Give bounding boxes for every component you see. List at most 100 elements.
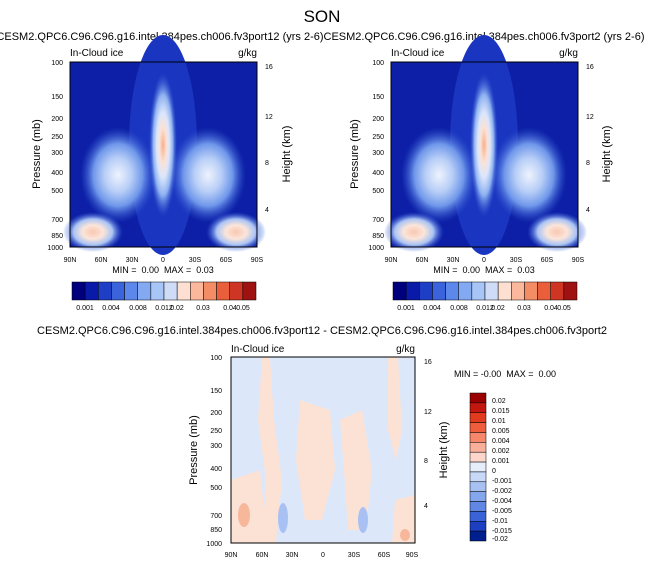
colorbar-swatch [469,392,487,404]
panel-1-units: g/kg [238,48,257,59]
panel-2: CESM2.QPC6.C96.C96.g16.intel.384pes.ch00… [324,31,645,312]
colorbar-swatch [137,281,152,301]
colorbar-label: 0.001 [397,305,415,312]
colorbar-label: -0.005 [492,508,512,515]
colorbar-label: 0.03 [196,305,210,312]
panel-2-ylabel: Pressure (mb) [349,119,361,189]
colorbar-label: 0.002 [492,448,510,455]
x-tick-label: 90S [406,552,419,559]
y2-tick-label: 8 [424,458,428,465]
y-tick-label: 500 [210,485,222,492]
colorbar-label: 0.001 [492,458,510,465]
panel-2-units: g/kg [559,48,578,59]
x-tick-label: 30S [510,257,523,264]
y2-tick-label: 12 [424,409,432,416]
colorbar-swatch [203,281,217,301]
panel-2-plot [384,35,587,255]
panel-3-y2-ticks: 16 12 8 4 [424,359,432,510]
x-tick-label: 60N [95,257,108,264]
colorbar-label: 0.05 [236,305,250,312]
colorbar-swatch [98,281,112,301]
panel-2-y2-ticks: 16 12 8 4 [586,64,594,214]
colorbar-label: -0.01 [492,518,508,525]
y-tick-label: 400 [51,170,63,177]
y2-tick-label: 8 [265,160,269,167]
colorbar-swatch [469,491,487,502]
colorbar-swatch [469,521,487,532]
colorbar-swatch [469,412,487,423]
panel-3-colorbar: 0.02 0.015 0.01 0.005 0.004 0.002 0.001 … [469,392,512,543]
x-tick-label: 60S [378,552,391,559]
colorbar-swatch [469,511,487,522]
x-tick-label: 60S [220,257,233,264]
y-tick-label: 300 [372,150,384,157]
colorbar-label: 0.02 [491,305,505,312]
colorbar-swatch [469,422,487,433]
colorbar-swatch [469,481,487,492]
y-tick-label: 850 [210,527,222,534]
y2-tick-label: 16 [586,64,594,71]
y-tick-label: 700 [51,217,63,224]
y2-tick-label: 4 [424,503,428,510]
colorbar-label: 0.008 [129,305,147,312]
colorbar-swatch [524,281,538,301]
panel-2-left-label: In-Cloud ice [391,48,445,59]
x-tick-label: 30N [286,552,299,559]
colorbar-label: 0.04 [223,305,237,312]
colorbar-swatch [445,281,459,301]
y2-tick-label: 4 [586,207,590,214]
y-tick-label: 400 [372,170,384,177]
colorbar-label: 0.004 [492,438,510,445]
x-tick-label: 0 [482,257,486,264]
x-tick-label: 30S [348,552,361,559]
season-title: SON [304,7,341,26]
x-tick-label: 60N [416,257,429,264]
colorbar-swatch [163,281,178,301]
y-tick-label: 200 [372,116,384,123]
y-tick-label: 400 [210,466,222,473]
colorbar-swatch [84,281,99,301]
y2-tick-label: 4 [265,207,269,214]
y-tick-label: 850 [51,233,63,240]
colorbar-swatch [469,442,487,453]
panel-1-ylabel: Pressure (mb) [31,119,43,189]
colorbar-swatch [469,451,487,463]
colorbar-swatch [176,281,191,301]
y-tick-label: 1000 [206,541,222,548]
panel-1: CESM2.QPC6.C96.C96.g16.intel.384pes.ch00… [0,31,324,312]
colorbar-swatch [432,281,446,301]
panel-3-plot [230,356,416,544]
y-tick-label: 1000 [47,245,63,252]
colorbar-swatch [563,281,578,301]
colorbar-swatch [511,281,525,301]
colorbar-swatch [216,281,230,301]
colorbar-swatch [469,432,487,443]
colorbar-label: 0.05 [557,305,571,312]
y-tick-label: 500 [372,188,384,195]
panel-1-colorbar: 0.001 0.004 0.008 0.012 0.02 0.03 0.04 0… [71,281,257,312]
colorbar-swatch [469,501,487,512]
colorbar-swatch [229,281,244,301]
panel-3: CESM2.QPC6.C96.C96.g16.intel.384pes.ch00… [37,325,607,559]
colorbar-swatch [469,471,487,483]
y-tick-label: 300 [210,443,222,450]
x-tick-label: 90N [225,552,238,559]
colorbar-label: -0.02 [492,536,508,543]
colorbar-swatch [469,402,487,413]
y2-tick-label: 16 [265,64,273,71]
y-tick-label: 200 [51,116,63,123]
y-tick-label: 250 [51,134,63,141]
colorbar-label: -0.002 [492,488,512,495]
y-tick-label: 100 [210,355,222,362]
y2-tick-label: 8 [586,160,590,167]
colorbar-label: 0.005 [492,428,510,435]
panel-2-colorbar: 0.001 0.004 0.008 0.012 0.02 0.03 0.04 0… [392,281,578,312]
y-tick-label: 150 [372,94,384,101]
panel-2-stats: MIN = 0.00 MAX = 0.03 [433,265,535,275]
panel-1-ylabel-right: Height (km) [281,126,293,183]
y-tick-label: 150 [51,94,63,101]
colorbar-swatch [458,281,473,301]
colorbar-swatch [150,281,165,301]
panel-3-y-ticks: 100 150 200 250 300 400 500 700 850 1000 [206,355,222,548]
